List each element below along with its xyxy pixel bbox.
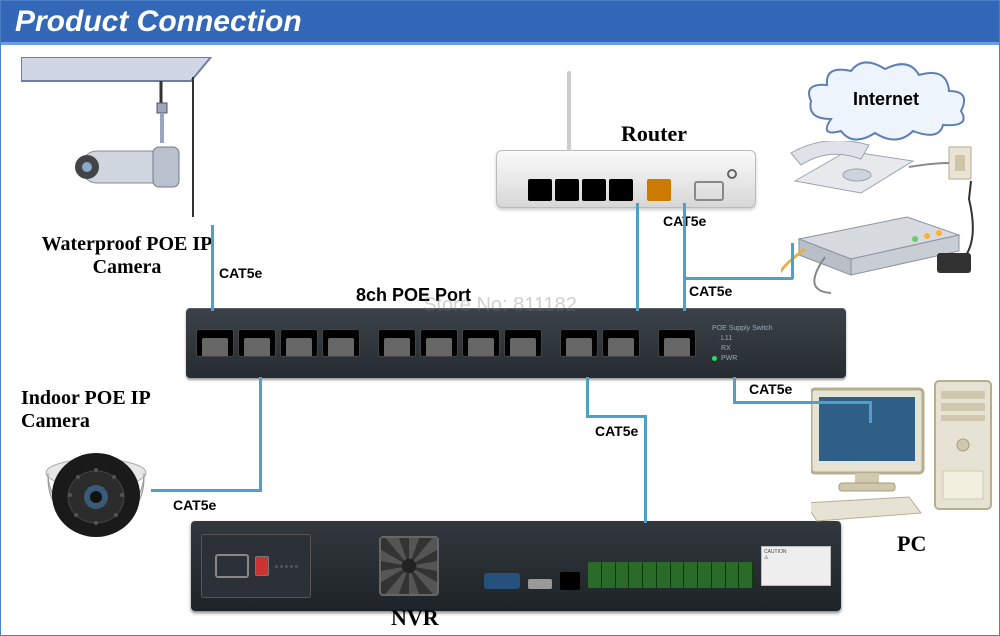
watermark: Store No: 811182 xyxy=(423,294,577,317)
cable-line xyxy=(259,377,262,492)
cable-line xyxy=(869,401,872,423)
modem-group xyxy=(781,141,991,291)
poe-port xyxy=(280,329,318,357)
router-lan-port xyxy=(609,179,633,201)
router-device xyxy=(496,150,756,208)
nvr-vga-port xyxy=(484,573,520,589)
switch-status-panel: POE Supply Switch L11 RX PWR xyxy=(706,308,836,378)
poe-port xyxy=(504,329,542,357)
cable-line xyxy=(586,415,646,418)
router-power-port xyxy=(694,181,724,201)
nvr-label: NVR xyxy=(391,605,439,631)
indoor-camera-label: Indoor POE IP Camera xyxy=(21,387,181,433)
nvr-psu xyxy=(201,534,311,598)
router-button xyxy=(727,169,737,179)
poe-port xyxy=(322,329,360,357)
cable-label: CAT5e xyxy=(219,265,262,281)
cable-line xyxy=(733,377,736,403)
page-title: Product Connection xyxy=(1,1,999,45)
uplink-port xyxy=(602,329,640,357)
poe-port xyxy=(238,329,276,357)
cable-line xyxy=(586,377,589,417)
poe-port xyxy=(196,329,234,357)
router-lan-port xyxy=(582,179,606,201)
router-wan-port xyxy=(647,179,671,201)
uplink-port xyxy=(560,329,598,357)
switch-panel-text: POE Supply Switch xyxy=(712,325,836,332)
cable-label: CAT5e xyxy=(173,497,216,513)
nvr-warning-sticker: CAUTION⚠ xyxy=(761,546,831,586)
pc-label: PC xyxy=(897,531,926,557)
cable-line xyxy=(644,415,647,523)
cable-label: CAT5e xyxy=(689,283,732,299)
outdoor-camera-label: Waterproof POE IP Camera xyxy=(27,233,227,279)
router-lan-port xyxy=(528,179,552,201)
pc-device xyxy=(811,379,1000,519)
nvr-hdmi-port xyxy=(528,579,552,589)
cable-line xyxy=(636,203,639,311)
poe-port xyxy=(462,329,500,357)
nvr-fan-icon xyxy=(379,536,439,596)
cable-label: CAT5e xyxy=(595,423,638,439)
router-label: Router xyxy=(621,121,687,147)
antenna-icon xyxy=(567,71,571,151)
cable-line xyxy=(683,277,793,280)
poe-port xyxy=(420,329,458,357)
uplink-port xyxy=(658,329,696,357)
switch-led-label: L11 xyxy=(721,335,732,342)
switch-led-label: RX xyxy=(721,345,731,352)
cable-line xyxy=(733,401,871,404)
cable-line xyxy=(211,225,214,311)
cable-line xyxy=(791,243,794,279)
poe-port xyxy=(378,329,416,357)
indoor-camera-icon xyxy=(36,435,156,555)
cable-label: CAT5e xyxy=(749,381,792,397)
nvr-lan-port xyxy=(560,572,580,590)
switch-led-label: PWR xyxy=(721,355,737,362)
diagram-canvas: Waterproof POE IP Camera Indoor POE IP C… xyxy=(1,45,999,635)
poe-switch-device: POE Supply Switch L11 RX PWR xyxy=(186,308,846,378)
outdoor-camera-icon xyxy=(21,57,221,237)
cable-line xyxy=(683,203,686,311)
internet-cloud: Internet xyxy=(801,59,971,149)
router-lan-port xyxy=(555,179,579,201)
nvr-device: CAUTION⚠ xyxy=(191,521,841,611)
nvr-terminal-block xyxy=(588,562,753,588)
cable-line xyxy=(151,489,261,492)
internet-label: Internet xyxy=(801,89,971,110)
